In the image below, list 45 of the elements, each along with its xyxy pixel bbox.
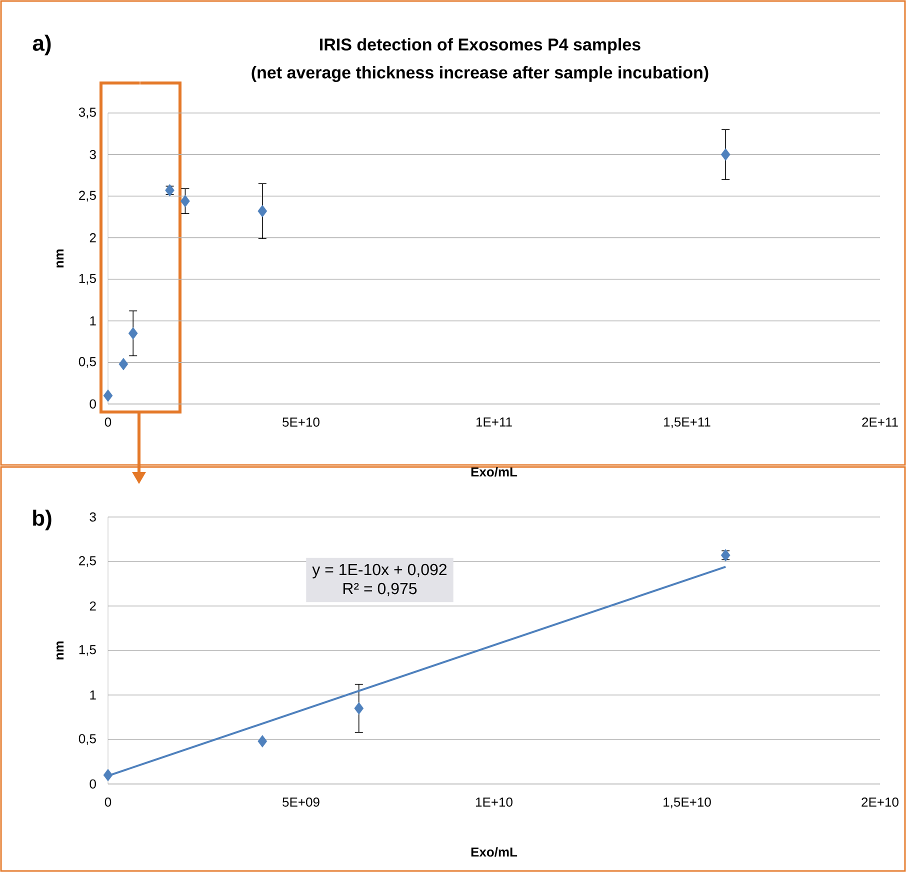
chart-subtitle: (net average thickness increase after sample incubation): [252, 66, 708, 82]
y-tick-label: 1: [90, 690, 96, 700]
y-tick-label: 0: [90, 399, 96, 409]
point: [118, 358, 128, 370]
point: [354, 702, 364, 715]
y-tick-label: 2: [90, 601, 96, 611]
point: [180, 194, 190, 208]
point: [258, 735, 268, 748]
x-tick-label: 0: [104, 418, 112, 427]
chart-title: IRIS detection of Exosomes P4 samples: [320, 38, 640, 54]
y-tick-label: 1: [90, 316, 96, 326]
x-tick-label: 5E+10: [282, 418, 320, 427]
x-axis-title: Exo/mL: [471, 847, 518, 857]
x-tick-label: 1E+10: [476, 798, 512, 807]
x-tick-label: 1E+11: [476, 418, 512, 426]
y-tick-label: 3: [90, 512, 96, 522]
x-tick-label: 1,5E+10: [664, 798, 711, 808]
y-axis-title: nm: [56, 250, 64, 268]
point: [258, 204, 268, 218]
x-axis-title: Exo/mL: [471, 466, 518, 477]
y-axis-title: nm: [56, 642, 64, 660]
y-tick-label: 3,5: [78, 108, 96, 118]
y-tick-label: 3: [90, 150, 96, 160]
annotation: y = 1E-10x + 0,092: [312, 564, 447, 578]
x-tick-label: 2E+10: [862, 798, 898, 807]
x-tick-label: 2E+11: [862, 418, 898, 427]
x-tick-label: 5E+09: [282, 798, 320, 807]
point: [165, 184, 174, 197]
y-tick-label: 2,5: [79, 190, 96, 202]
y-tick-label: 1,5: [79, 645, 96, 656]
text: a): [32, 34, 51, 56]
x-tick-label: 1,5E+11: [664, 418, 710, 428]
point: [103, 389, 113, 402]
y-tick-label: 0,5: [78, 357, 96, 368]
y-tick-label: 2,5: [79, 556, 96, 567]
point: [128, 327, 138, 340]
y-tick-label: 0,5: [78, 734, 96, 745]
point: [720, 148, 730, 161]
annotation: R² = 0,975: [343, 582, 417, 596]
y-tick-label: 0: [90, 779, 96, 789]
y-tick-label: 2: [90, 233, 96, 242]
y-tick-label: 1,5: [79, 274, 96, 285]
text: b): [33, 510, 52, 530]
x-tick-label: 0: [104, 798, 112, 807]
point: [103, 768, 113, 782]
